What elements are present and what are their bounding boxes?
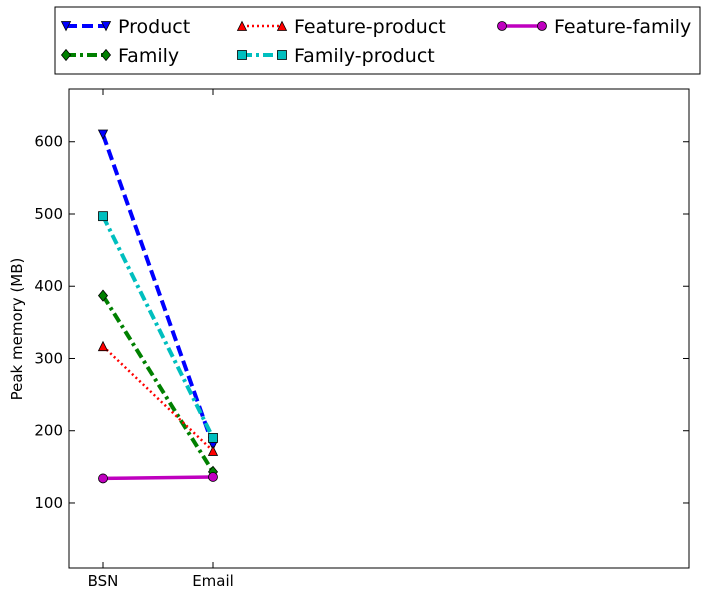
legend-entry: Feature-product: [236, 16, 446, 38]
y-axis-label: Peak memory (MB): [8, 258, 26, 401]
y-tick-label: 100: [34, 494, 63, 512]
data-point: [98, 473, 108, 484]
legend-label: Product: [118, 16, 190, 38]
data-point: [207, 445, 219, 456]
legend-marker: [497, 21, 507, 31]
y-tick-label: 400: [34, 277, 63, 295]
legend-marker: [236, 20, 248, 31]
y-tick-label: 600: [34, 133, 63, 151]
series-line: [101, 294, 215, 473]
data-point: [98, 211, 108, 222]
legend-entry: Feature-family: [497, 16, 691, 38]
legend-marker: [237, 50, 247, 60]
plot-frame: [68, 88, 690, 569]
legend-marker: [100, 21, 112, 32]
series-family: [97, 289, 219, 479]
series-line: [102, 345, 214, 452]
series-feature-family: [98, 472, 218, 484]
x-tick-label: BSN: [88, 572, 119, 590]
legend-label: Family-product: [294, 45, 435, 67]
legend-marker: [277, 50, 287, 60]
series-line: [102, 475, 214, 481]
series-product: [97, 129, 219, 451]
legend-marker: [537, 21, 547, 31]
data-point: [208, 472, 218, 482]
series-family-product: [98, 211, 218, 443]
legend-entry: Family: [60, 45, 179, 67]
legend-marker: [100, 48, 112, 62]
legend-entry: Product: [60, 16, 190, 38]
series-line: [101, 215, 215, 439]
legend-marker: [60, 48, 72, 62]
data-point: [97, 289, 109, 302]
series-line: [101, 133, 215, 446]
data-point: [97, 340, 109, 352]
legend-marker: [276, 20, 288, 31]
y-tick-label: 200: [34, 422, 63, 440]
data-point: [97, 129, 109, 140]
x-tick-label: Email: [192, 572, 234, 590]
series-feature-product: [97, 340, 219, 456]
legend-label: Feature-family: [554, 16, 691, 38]
legend-label: Family: [118, 45, 179, 67]
plot-area: 100 200 300 400 500 600 BSN Email: [34, 88, 690, 590]
legend-marker: [60, 21, 72, 32]
legend-entry: Family-product: [237, 45, 435, 67]
y-tick-label: 500: [34, 205, 63, 223]
data-point: [208, 433, 218, 443]
legend: Product Family Feature-product Family-produ…: [54, 6, 701, 75]
legend-label: Feature-product: [294, 16, 446, 38]
legend-box: [54, 6, 701, 75]
y-tick-label: 300: [34, 349, 63, 367]
